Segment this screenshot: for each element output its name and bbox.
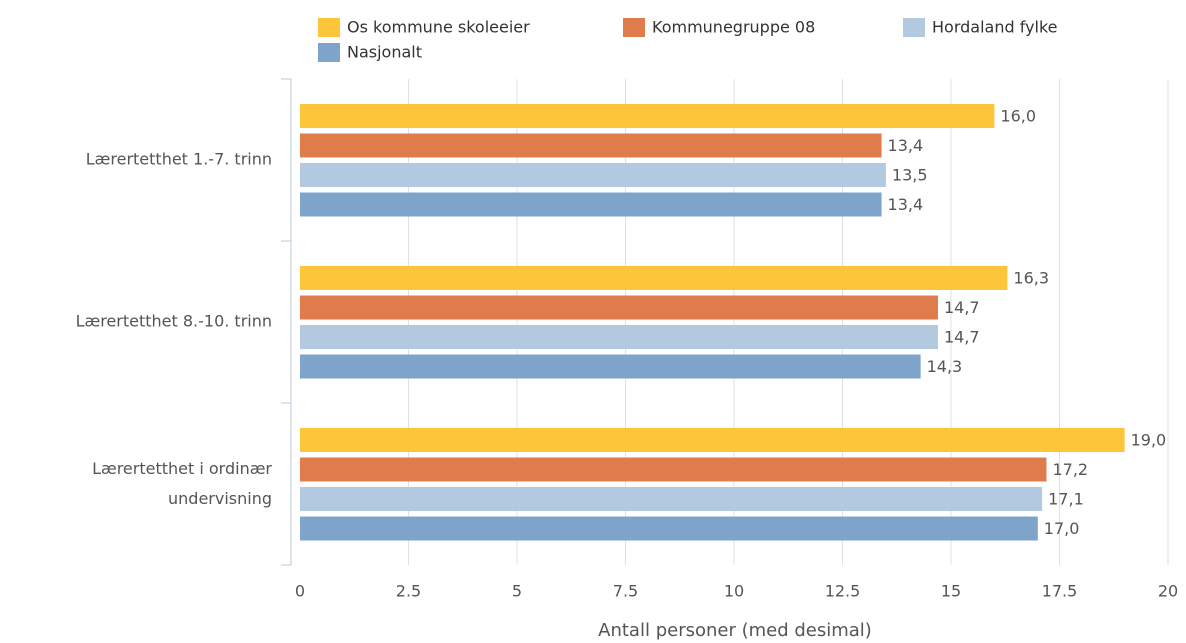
y-tick-label: Lærertetthet 8.-10. trinn (76, 312, 272, 331)
value-label: 13,4 (888, 195, 924, 214)
value-label: 17,0 (1044, 519, 1080, 538)
bar (300, 295, 938, 320)
legend-label: Kommunegruppe 08 (652, 18, 815, 37)
legend-swatch (623, 18, 645, 37)
value-label: 16,3 (1013, 269, 1049, 288)
bar (300, 325, 938, 349)
bar (300, 457, 1047, 482)
bar (300, 104, 995, 128)
value-label: 19,0 (1131, 431, 1167, 450)
bar (300, 163, 886, 187)
value-label: 17,2 (1052, 460, 1088, 479)
x-tick-label: 0 (295, 582, 305, 601)
bar (300, 516, 1038, 541)
legend-swatch (318, 18, 340, 37)
value-label: 14,7 (944, 298, 980, 317)
bar (300, 133, 882, 158)
value-label: 17,1 (1048, 490, 1084, 509)
legend-swatch (903, 18, 925, 37)
bar (300, 354, 921, 379)
value-label: 14,3 (927, 357, 963, 376)
bar (300, 428, 1125, 452)
x-tick-label: 17.5 (1042, 582, 1078, 601)
value-label: 16,0 (1000, 107, 1036, 126)
value-label: 13,4 (888, 136, 924, 155)
x-tick-label: 12.5 (825, 582, 861, 601)
legend-label: Hordaland fylke (932, 18, 1058, 37)
x-axis-title: Antall personer (med desimal) (598, 620, 872, 641)
x-tick-label: 5 (512, 582, 522, 601)
x-tick-label: 2.5 (396, 582, 421, 601)
x-tick-label: 7.5 (613, 582, 638, 601)
value-label: 14,7 (944, 328, 980, 347)
bar (300, 266, 1008, 290)
legend-swatch (318, 43, 340, 62)
bar (300, 192, 882, 217)
legend-label: Os kommune skoleeier (347, 18, 530, 37)
x-tick-label: 20 (1158, 582, 1178, 601)
bar (300, 487, 1043, 511)
value-label: 13,5 (892, 166, 928, 185)
x-tick-label: 10 (724, 582, 744, 601)
y-tick-label: Lærertetthet i ordinær undervisning (92, 459, 272, 508)
y-tick-label: Lærertetthet 1.-7. trinn (86, 150, 272, 169)
legend-label: Nasjonalt (347, 43, 422, 62)
x-tick-label: 15 (941, 582, 961, 601)
